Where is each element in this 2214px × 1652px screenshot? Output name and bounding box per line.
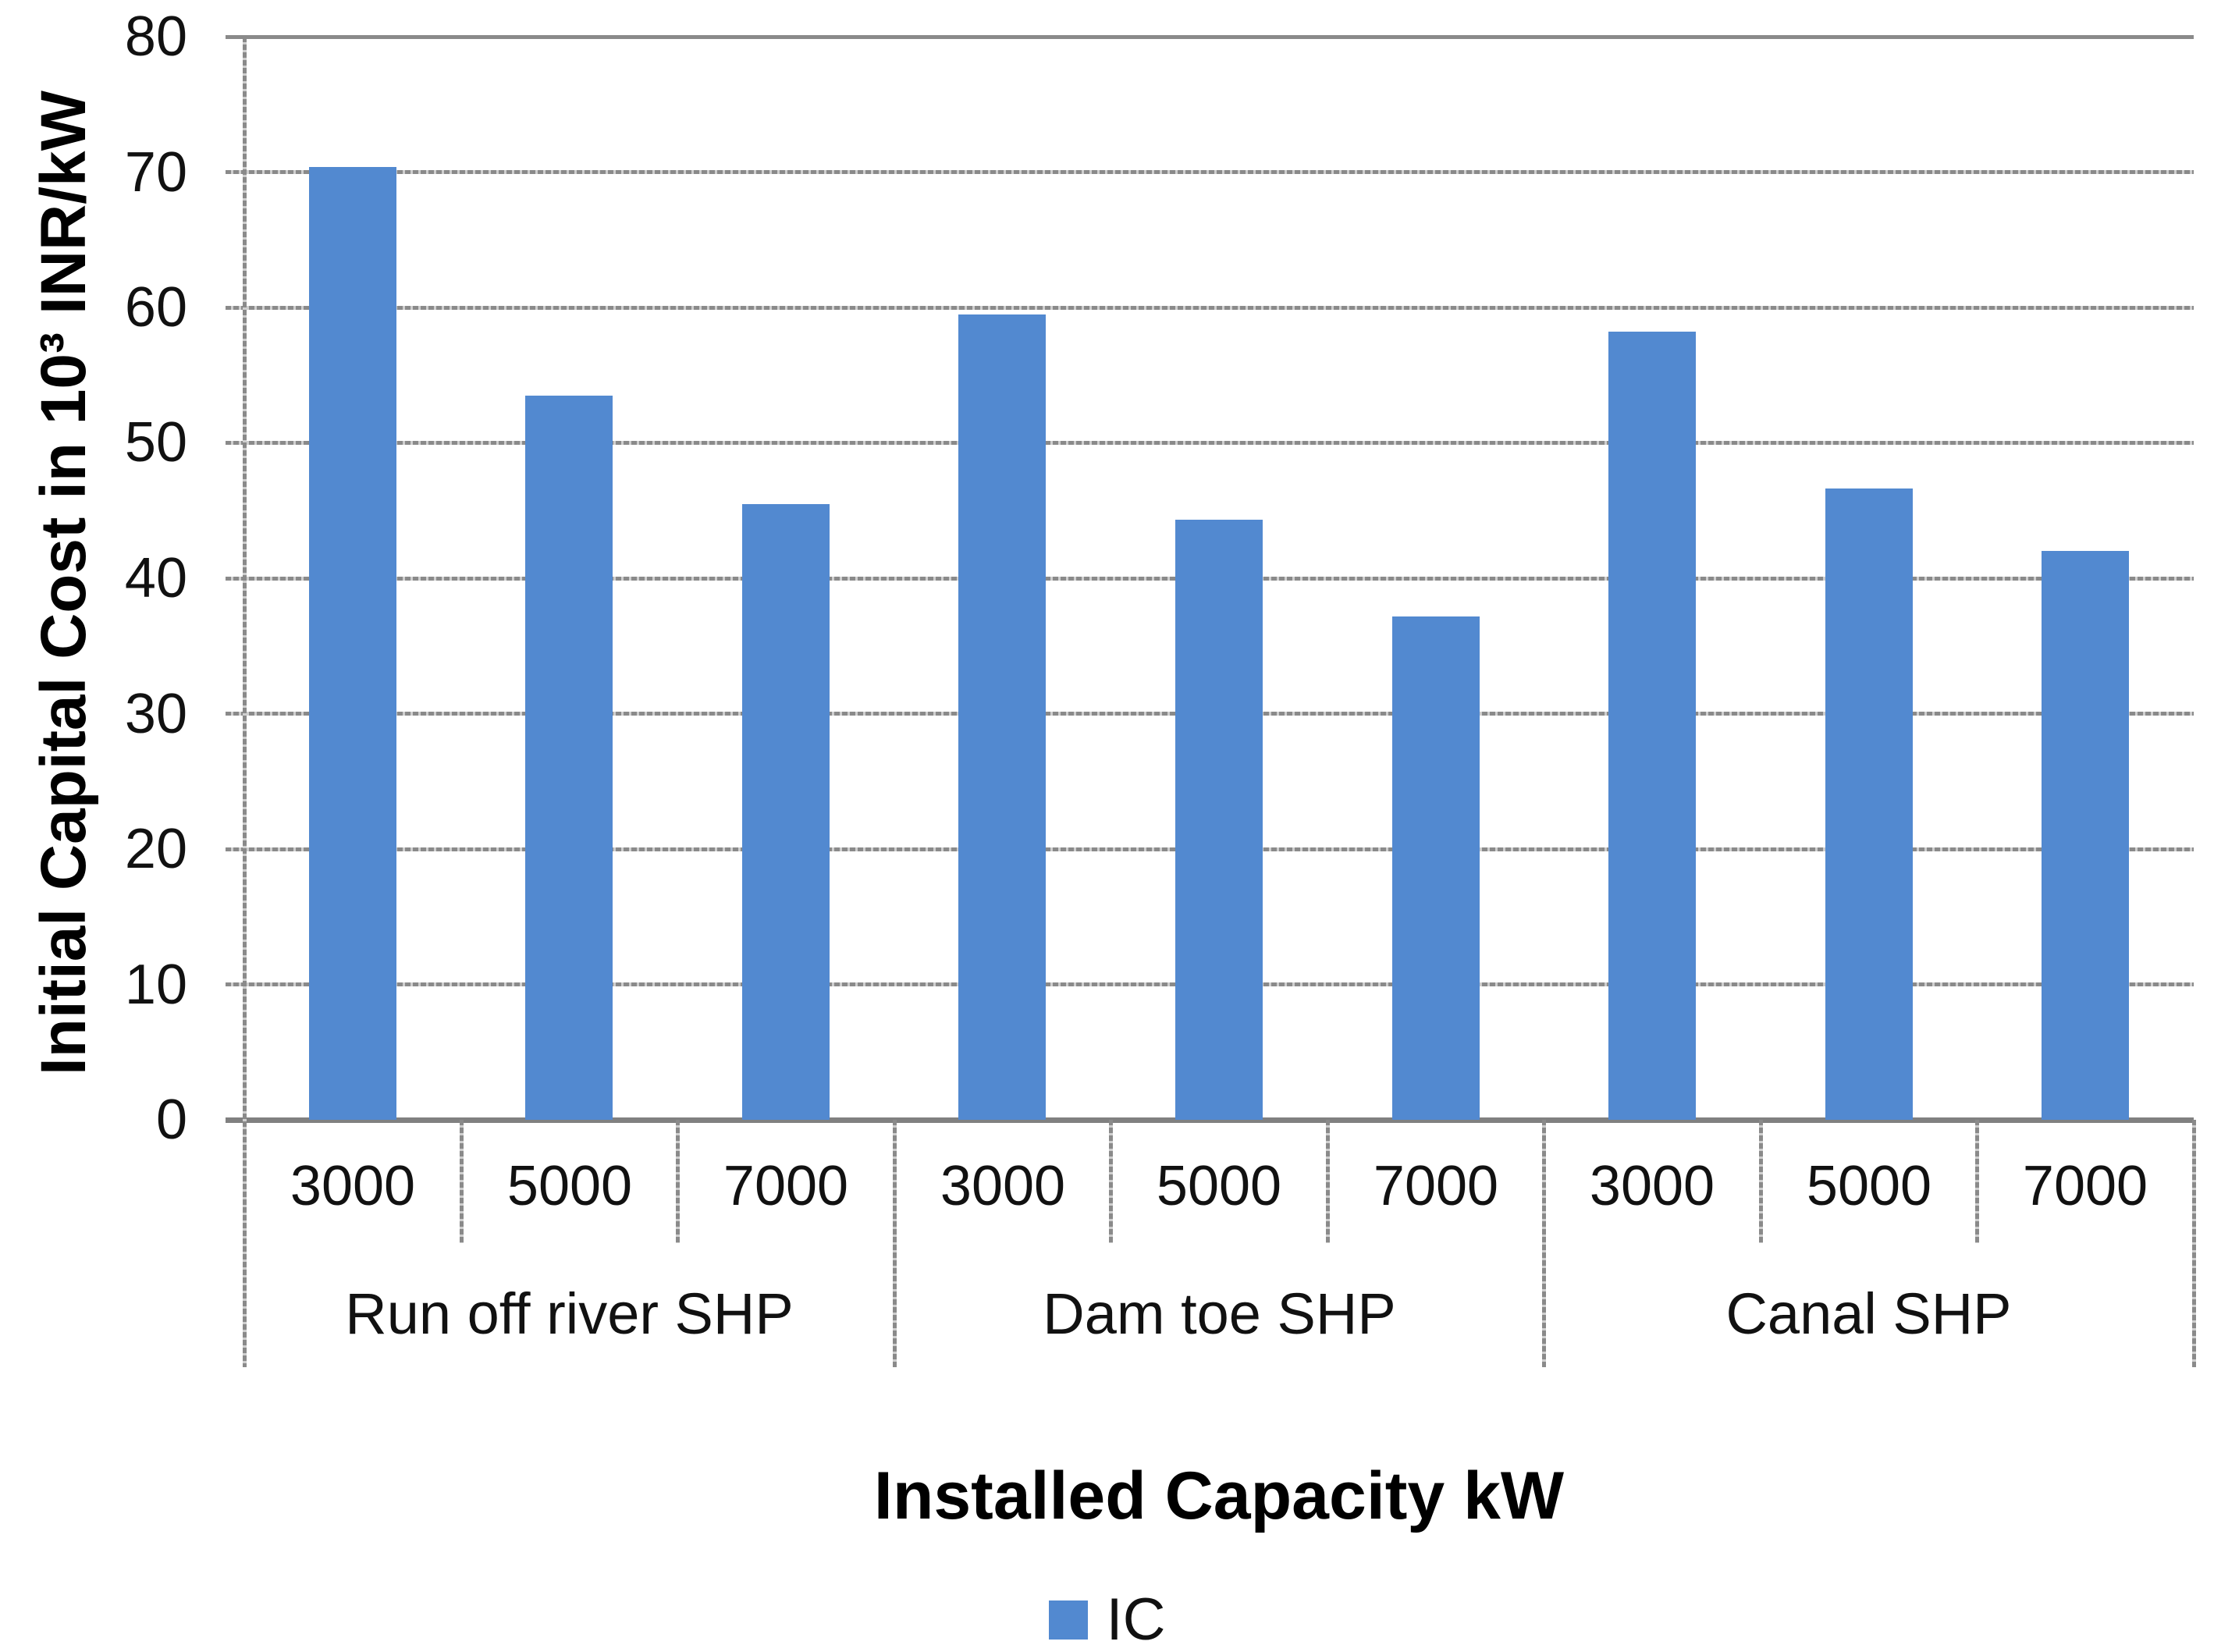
bar-dam-toe-shp-7000 <box>1392 616 1480 1120</box>
y-tick-label-50: 50 <box>124 411 187 474</box>
group-separator <box>1542 1120 1546 1367</box>
bar-dam-toe-shp-5000 <box>1175 520 1263 1120</box>
y-tick-label-80: 80 <box>124 5 187 68</box>
gridline-y-60 <box>226 306 2194 310</box>
y-tick-label-60: 60 <box>124 276 187 339</box>
category-tick <box>460 1120 464 1243</box>
x-tick-label-3000: 3000 <box>940 1155 1066 1217</box>
x-tick-label-7000: 7000 <box>1373 1155 1499 1217</box>
category-tick <box>1326 1120 1330 1243</box>
x-tick-label-3000: 3000 <box>1589 1155 1715 1217</box>
group-separator <box>2192 1120 2196 1367</box>
bar-run-off-river-shp-7000 <box>742 504 830 1120</box>
legend-label-ic: IC <box>1106 1586 1166 1652</box>
y-tick-label-20: 20 <box>124 818 187 880</box>
x-tick-label-5000: 5000 <box>1806 1155 1932 1217</box>
category-tick <box>1109 1120 1113 1243</box>
y-tick-label-0: 0 <box>155 1089 187 1151</box>
gridline-y-80 <box>226 35 2194 39</box>
bar-run-off-river-shp-5000 <box>525 396 613 1120</box>
x-tick-label-7000: 7000 <box>2022 1155 2148 1217</box>
legend-swatch-ic <box>1048 1600 1088 1640</box>
bar-canal-shp-5000 <box>1825 488 1913 1120</box>
category-tick <box>1759 1120 1763 1243</box>
x-tick-label-5000: 5000 <box>506 1155 633 1217</box>
group-separator <box>893 1120 897 1367</box>
y-tick-label-30: 30 <box>124 683 187 745</box>
bar-canal-shp-7000 <box>2042 551 2129 1120</box>
gridline-y-70 <box>226 170 2194 174</box>
x-group-label-0: Run off river SHP <box>345 1281 794 1346</box>
gridline-y-0 <box>226 1117 2194 1123</box>
category-tick <box>676 1120 680 1243</box>
legend: IC <box>1048 1586 1166 1652</box>
x-axis-title: Installed Capacity kW <box>873 1458 1565 1533</box>
x-tick-label-7000: 7000 <box>723 1155 849 1217</box>
bar-run-off-river-shp-3000 <box>309 167 396 1120</box>
category-tick <box>1975 1120 1979 1243</box>
bar-dam-toe-shp-3000 <box>958 314 1046 1120</box>
x-group-label-2: Canal SHP <box>1725 1281 2012 1346</box>
x-tick-label-5000: 5000 <box>1156 1155 1282 1217</box>
bar-canal-shp-3000 <box>1608 332 1696 1120</box>
x-tick-label-3000: 3000 <box>290 1155 416 1217</box>
gridline-y-50 <box>226 441 2194 445</box>
y-tick-label-40: 40 <box>124 547 187 609</box>
x-group-label-1: Dam toe SHP <box>1043 1281 1396 1346</box>
y-axis-line <box>243 37 247 1367</box>
y-tick-label-10: 10 <box>124 954 187 1016</box>
y-tick-label-70: 70 <box>124 141 187 204</box>
